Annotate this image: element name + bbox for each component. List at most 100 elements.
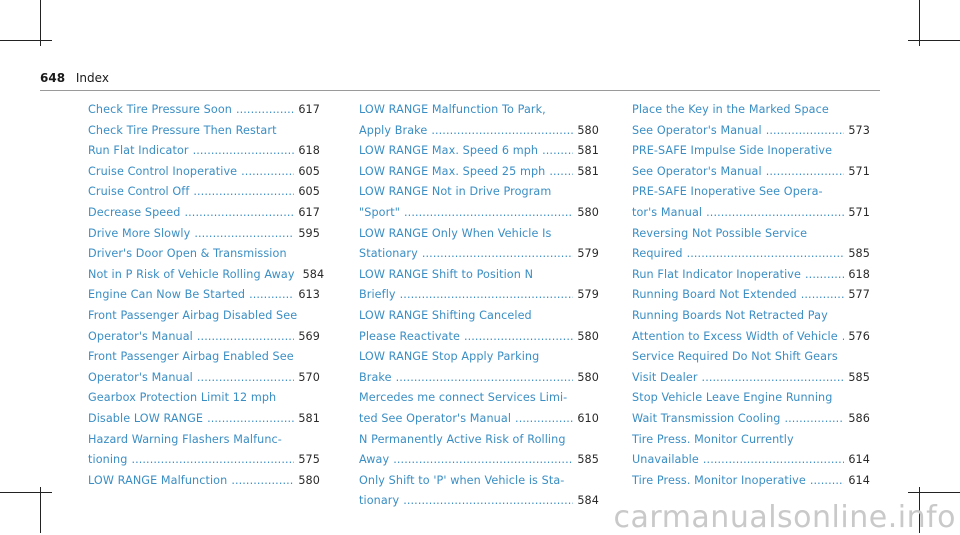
index-entry-text: Decrease Speed: [88, 205, 181, 219]
page-reference[interactable]: 584: [577, 494, 599, 508]
index-entry[interactable]: Place the Key in the Marked Space See Ope…: [632, 100, 870, 141]
page-reference[interactable]: 573: [848, 123, 870, 137]
page-reference[interactable]: 605: [298, 164, 320, 178]
index-entry-text: "Sport": [359, 205, 401, 219]
leader-dots: [801, 285, 845, 306]
index-entry-text: See Operator's Manual: [632, 123, 762, 137]
page-reference[interactable]: 617: [298, 205, 320, 219]
page-reference[interactable]: 571: [848, 164, 870, 178]
page-reference[interactable]: 610: [577, 411, 599, 425]
page-reference[interactable]: 585: [848, 247, 870, 261]
page-reference[interactable]: 585: [577, 453, 599, 467]
index-entry[interactable]: Run Flat Indicator Inoperative 618: [632, 265, 870, 286]
page-reference[interactable]: 581: [577, 144, 599, 158]
leader-dots: [231, 471, 294, 492]
index-entry[interactable]: Front Passenger Airbag Enabled See Operat…: [88, 347, 320, 388]
index-entry-text: Drive More Slowly: [88, 226, 191, 240]
index-entry-text: Wait Transmission Cooling: [632, 411, 781, 425]
page-reference[interactable]: 581: [577, 164, 599, 178]
index-entry-text: Tire Press. Monitor Currently: [632, 432, 794, 446]
page-reference[interactable]: 605: [298, 185, 320, 199]
leader-dots: [431, 121, 573, 142]
index-entry[interactable]: LOW RANGE Malfunction 580: [88, 471, 320, 492]
watermark: carmanualsonline.info: [613, 500, 956, 535]
crop-mark: [908, 40, 960, 41]
leader-dots: [542, 141, 573, 162]
index-entry[interactable]: Drive More Slowly 595: [88, 224, 320, 245]
page-reference[interactable]: 618: [848, 267, 870, 281]
page-reference[interactable]: 618: [298, 144, 320, 158]
page-reference[interactable]: 580: [298, 473, 320, 487]
index-entry[interactable]: LOW RANGE Max. Speed 6 mph 581: [359, 141, 599, 162]
index-entry-text: LOW RANGE Max. Speed 6 mph: [359, 144, 539, 158]
leader-dots: [703, 450, 844, 471]
index-entry[interactable]: Service Required Do Not Shift Gears Visit…: [632, 347, 870, 388]
page-reference[interactable]: 580: [577, 329, 599, 343]
index-entry[interactable]: Mercedes me connect Services Limi-ted Se…: [359, 388, 599, 429]
index-entry-text: Front Passenger Airbag Disabled See: [88, 308, 298, 322]
index-entry-text: LOW RANGE Max. Speed 25 mph: [359, 164, 546, 178]
page-reference[interactable]: 586: [848, 411, 870, 425]
index-entry-text: Operator's Manual: [88, 370, 193, 384]
index-entry[interactable]: Tire Press. Monitor Inoperative 614: [632, 471, 870, 492]
page-reference[interactable]: 581: [298, 411, 320, 425]
index-entry[interactable]: Gearbox Protection Limit 12 mph Disable L…: [88, 388, 320, 429]
page-reference[interactable]: 584: [302, 267, 325, 281]
page-reference[interactable]: 580: [577, 123, 599, 137]
index-entry-text: Driver's Door Open & Transmission: [88, 247, 287, 261]
index-entry-text: Place the Key in the Marked Space: [632, 103, 829, 116]
page-reference[interactable]: 617: [298, 103, 320, 116]
index-entry-text: Briefly: [359, 288, 396, 302]
index-entry[interactable]: Check Tire Pressure Soon 617: [88, 100, 320, 121]
page-reference[interactable]: 580: [577, 370, 599, 384]
index-entry[interactable]: N Permanently Active Risk of Rolling Away…: [359, 430, 599, 471]
leader-dots: [396, 368, 574, 389]
page-reference[interactable]: 571: [848, 205, 870, 219]
page-reference[interactable]: 595: [298, 226, 320, 240]
page-reference[interactable]: 575: [298, 453, 320, 467]
page-reference[interactable]: 577: [848, 288, 870, 302]
index-entry[interactable]: Cruise Control Inoperative 605: [88, 162, 320, 183]
index-entry[interactable]: LOW RANGE Not in Drive Program "Sport" 580: [359, 182, 599, 223]
index-entry[interactable]: Tire Press. Monitor Currently Unavailable…: [632, 430, 870, 471]
index-entry[interactable]: Hazard Warning Flashers Malfunc-tioning 5…: [88, 430, 320, 471]
index-entry[interactable]: Running Board Not Extended 577: [632, 285, 870, 306]
index-entry[interactable]: Driver's Door Open & Transmission Not in …: [88, 244, 324, 285]
page-reference[interactable]: 613: [298, 288, 320, 302]
index-entry[interactable]: Reversing Not Possible Service Required 58…: [632, 224, 870, 265]
index-entry[interactable]: Running Boards Not Retracted Pay Attentio…: [632, 306, 870, 347]
page-reference[interactable]: 579: [577, 288, 599, 302]
index-entry-text: Tire Press. Monitor Inoperative: [632, 473, 806, 487]
page-reference[interactable]: 569: [298, 329, 320, 343]
index-entry[interactable]: LOW RANGE Only When Vehicle Is Stationary…: [359, 224, 599, 265]
page-reference[interactable]: 614: [848, 453, 870, 467]
index-entry[interactable]: Front Passenger Airbag Disabled See Opera…: [88, 306, 320, 347]
crop-mark: [919, 487, 920, 533]
index-entry[interactable]: Cruise Control Off 605: [88, 182, 320, 203]
index-entry[interactable]: Engine Can Now Be Started 613: [88, 285, 320, 306]
index-entry[interactable]: Decrease Speed 617: [88, 203, 320, 224]
index-entry[interactable]: Stop Vehicle Leave Engine Running Wait Tr…: [632, 388, 870, 429]
leader-dots: [131, 450, 294, 471]
index-entry-text: Attention to Excess Width of Vehicle: [632, 329, 838, 343]
page-reference[interactable]: 570: [298, 370, 320, 384]
index-entry[interactable]: Check Tire Pressure Then Restart Run Flat…: [88, 121, 320, 162]
index-entry-text: Apply Brake: [359, 123, 428, 137]
index-entry[interactable]: LOW RANGE Max. Speed 25 mph 581: [359, 162, 599, 183]
page-reference[interactable]: 576: [848, 329, 870, 343]
index-entry[interactable]: LOW RANGE Shifting Canceled Please Reacti…: [359, 306, 599, 347]
leader-dots: [236, 100, 294, 121]
index-entry-text: Cruise Control Inoperative: [88, 164, 238, 178]
index-entry[interactable]: LOW RANGE Shift to Position N Briefly 579: [359, 265, 599, 306]
index-entry[interactable]: PRE-SAFE Impulse Side Inoperative See Ope…: [632, 141, 870, 182]
index-entry[interactable]: Only Shift to 'P' when Vehicle is Sta-ti…: [359, 471, 599, 512]
index-entry[interactable]: LOW RANGE Malfunction To Park, Apply Brak…: [359, 100, 599, 141]
index-entry[interactable]: PRE-SAFE Inoperative See Opera-tor's Man…: [632, 182, 870, 223]
index-entry[interactable]: LOW RANGE Stop Apply Parking Brake 580: [359, 347, 599, 388]
page-reference[interactable]: 579: [577, 247, 599, 261]
leader-dots: [197, 327, 294, 348]
page-reference[interactable]: 585: [848, 370, 870, 384]
page-reference[interactable]: 614: [848, 473, 870, 487]
page-reference[interactable]: 580: [577, 205, 599, 219]
index-entry-text: Check Tire Pressure Then Restart: [88, 123, 277, 137]
